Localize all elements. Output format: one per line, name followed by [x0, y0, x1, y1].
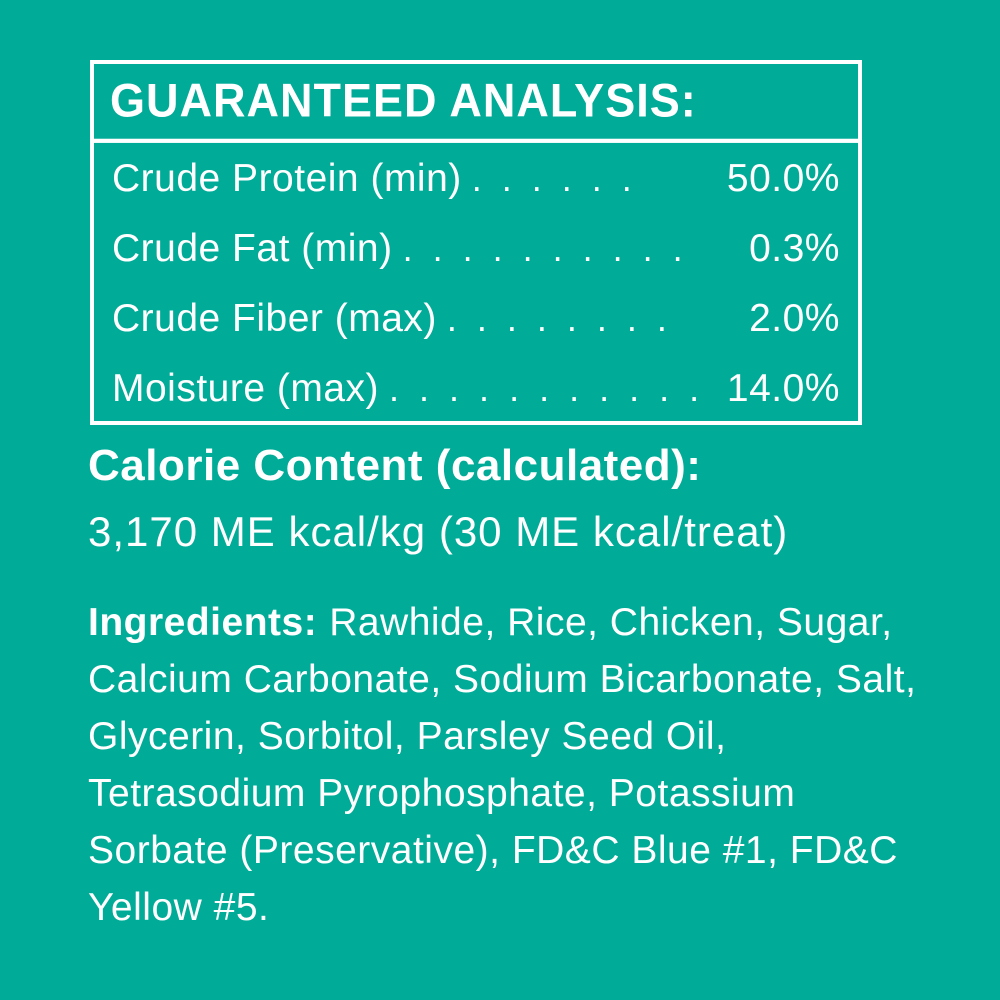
analysis-row-moisture: Moisture (max) . . . . . . . . . . . 14.…	[112, 354, 840, 424]
guaranteed-analysis-box: GUARANTEED ANALYSIS: Crude Protein (min)…	[90, 60, 862, 425]
calorie-content-value: 3,170 ME kcal/kg (30 ME kcal/treat)	[88, 508, 789, 555]
ingredients-paragraph: Ingredients: Rawhide, Rice, Chicken, Suga…	[88, 594, 948, 936]
leader-dots: . . . . . .	[471, 158, 637, 199]
ingredients-line: Calcium Carbonate, Sodium Bicarbonate, S…	[88, 658, 917, 701]
analysis-row-label: Moisture (max)	[112, 367, 380, 410]
analysis-row-value: 2.0%	[749, 297, 840, 340]
leader-dots: . . . . . . . .	[446, 298, 672, 339]
analysis-row-value: 14.0%	[726, 367, 840, 410]
analysis-row-crude-fiber: Crude Fiber (max) . . . . . . . . 2.0%	[112, 284, 840, 354]
analysis-row-label: Crude Fiber (max)	[112, 297, 437, 340]
ingredients-line: Glycerin, Sorbitol, Parsley Seed Oil,	[88, 715, 727, 758]
analysis-row-crude-fat: Crude Fat (min) . . . . . . . . . . 0.3%	[112, 214, 840, 284]
ingredients-line-text: Rawhide, Rice, Chicken, Sugar,	[329, 601, 893, 644]
analysis-row-crude-protein: Crude Protein (min) . . . . . . 50.0%	[112, 144, 840, 214]
leader-dots: . . . . . . . . . .	[402, 228, 688, 269]
analysis-row-label: Crude Fat (min)	[112, 227, 393, 270]
analysis-row-value: 50.0%	[726, 157, 840, 200]
ingredients-line: Sorbate (Preservative), FD&C Blue #1, FD…	[88, 829, 898, 872]
guaranteed-analysis-title: GUARANTEED ANALYSIS:	[94, 62, 858, 143]
leader-dots: . . . . . . . . . . .	[389, 368, 705, 409]
ingredients-line: Yellow #5.	[88, 886, 270, 929]
guaranteed-analysis-rows: Crude Protein (min) . . . . . . 50.0% Cr…	[94, 141, 858, 424]
ingredients-line: Ingredients: Rawhide, Rice, Chicken, Suga…	[88, 594, 948, 651]
calorie-content-heading: Calorie Content (calculated):	[88, 441, 702, 490]
analysis-row-label: Crude Protein (min)	[112, 157, 462, 200]
analysis-row-value: 0.3%	[749, 227, 840, 270]
ingredients-label: Ingredients:	[88, 601, 318, 644]
ingredients-line: Tetrasodium Pyrophosphate, Potassium	[88, 772, 796, 815]
